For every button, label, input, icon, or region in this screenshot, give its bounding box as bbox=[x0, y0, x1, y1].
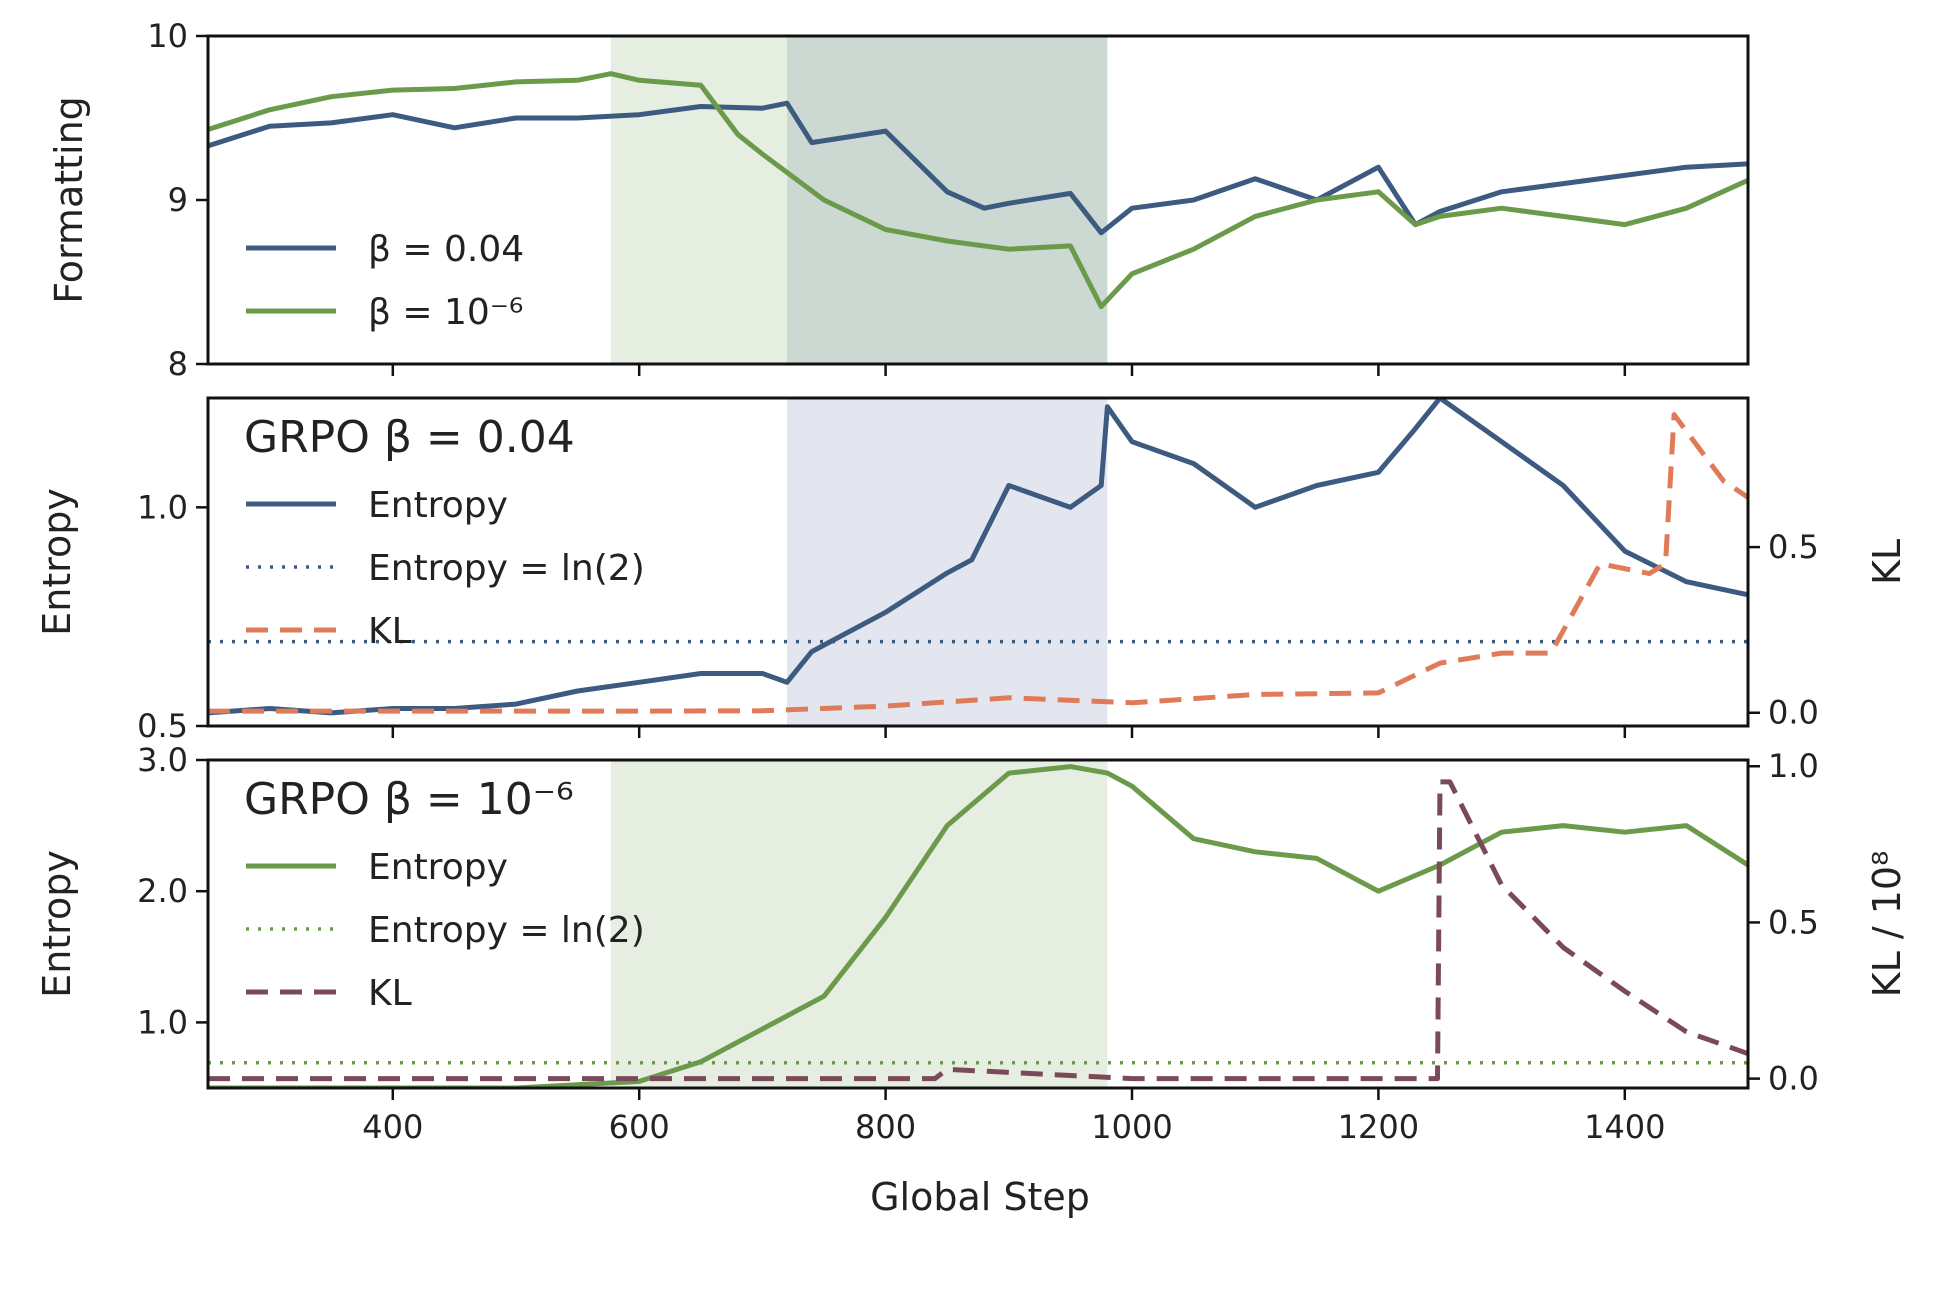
x-axis-label: Global Step bbox=[870, 1175, 1090, 1219]
legend-label-entropy-1e6-2: KL bbox=[368, 973, 412, 1014]
x-tick-label-5: 1400 bbox=[1584, 1108, 1665, 1146]
plot-frame-entropy-004 bbox=[206, 396, 1750, 728]
y-tick-label-formatting-2: 10 bbox=[147, 17, 188, 55]
y-tick-label-entropy-004-0: 0.5 bbox=[137, 707, 188, 745]
legend-label-entropy-004-0: Entropy bbox=[368, 485, 508, 526]
y-right-tick-label-entropy-004-1: 0.5 bbox=[1768, 528, 1819, 566]
y-axis-label-formatting: Formatting bbox=[47, 96, 91, 304]
series-line-entropy-004-2 bbox=[208, 412, 1748, 714]
panel-title-entropy-1e6: GRPO β = 10⁻⁶ bbox=[244, 774, 574, 825]
x-tick-label-3: 1000 bbox=[1091, 1108, 1172, 1146]
legend-label-formatting-1: β = 10⁻⁶ bbox=[368, 292, 523, 333]
series-line-formatting-1 bbox=[208, 71, 1748, 310]
x-tick-label-4: 1200 bbox=[1338, 1108, 1419, 1146]
y-right-tick-label-entropy-1e6-1: 0.5 bbox=[1768, 903, 1819, 941]
y-tick-label-formatting-1: 9 bbox=[168, 181, 188, 219]
legend-label-entropy-1e6-0: Entropy bbox=[368, 847, 508, 888]
y-right-tick-label-entropy-1e6-0: 0.0 bbox=[1768, 1060, 1819, 1098]
y-tick-label-entropy-1e6-1: 2.0 bbox=[137, 872, 188, 910]
legend-label-entropy-004-1: Entropy = ln(2) bbox=[368, 548, 645, 589]
y-right-axis-label-entropy-004: KL bbox=[1865, 539, 1909, 585]
legend-label-formatting-0: β = 0.04 bbox=[368, 229, 524, 270]
series-line-entropy-1e6-0 bbox=[208, 764, 1748, 1088]
panel-title-entropy-004: GRPO β = 0.04 bbox=[244, 412, 575, 463]
series-line-formatting-0 bbox=[208, 100, 1748, 236]
y-axis-label-entropy-004: Entropy bbox=[35, 488, 79, 636]
shaded-region-entropy-004-0 bbox=[787, 398, 1108, 726]
y-right-tick-label-entropy-1e6-2: 1.0 bbox=[1768, 747, 1819, 785]
legend-label-entropy-004-2: KL bbox=[368, 611, 412, 652]
x-tick-label-0: 400 bbox=[362, 1108, 423, 1146]
shaded-region-formatting-1 bbox=[787, 36, 1108, 364]
y-tick-label-entropy-1e6-2: 3.0 bbox=[137, 741, 188, 779]
y-right-axis-label-entropy-1e6: KL / 10⁸ bbox=[1865, 851, 1909, 998]
shaded-region-entropy-1e6-0 bbox=[610, 760, 1108, 1088]
plot-frame-entropy-1e6 bbox=[206, 758, 1750, 1090]
x-tick-label-1: 600 bbox=[609, 1108, 670, 1146]
y-tick-label-formatting-0: 8 bbox=[168, 345, 188, 383]
y-tick-label-entropy-004-1: 1.0 bbox=[137, 488, 188, 526]
y-axis-label-entropy-1e6: Entropy bbox=[35, 850, 79, 998]
y-tick-label-entropy-1e6-0: 1.0 bbox=[137, 1003, 188, 1041]
series-line-entropy-004-0 bbox=[208, 398, 1748, 716]
legend-label-entropy-1e6-1: Entropy = ln(2) bbox=[368, 910, 645, 951]
y-right-tick-label-entropy-004-0: 0.0 bbox=[1768, 694, 1819, 732]
series-line-entropy-1e6-2 bbox=[208, 779, 1748, 1082]
shaded-region-formatting-0 bbox=[610, 36, 788, 364]
x-tick-label-2: 800 bbox=[855, 1108, 916, 1146]
